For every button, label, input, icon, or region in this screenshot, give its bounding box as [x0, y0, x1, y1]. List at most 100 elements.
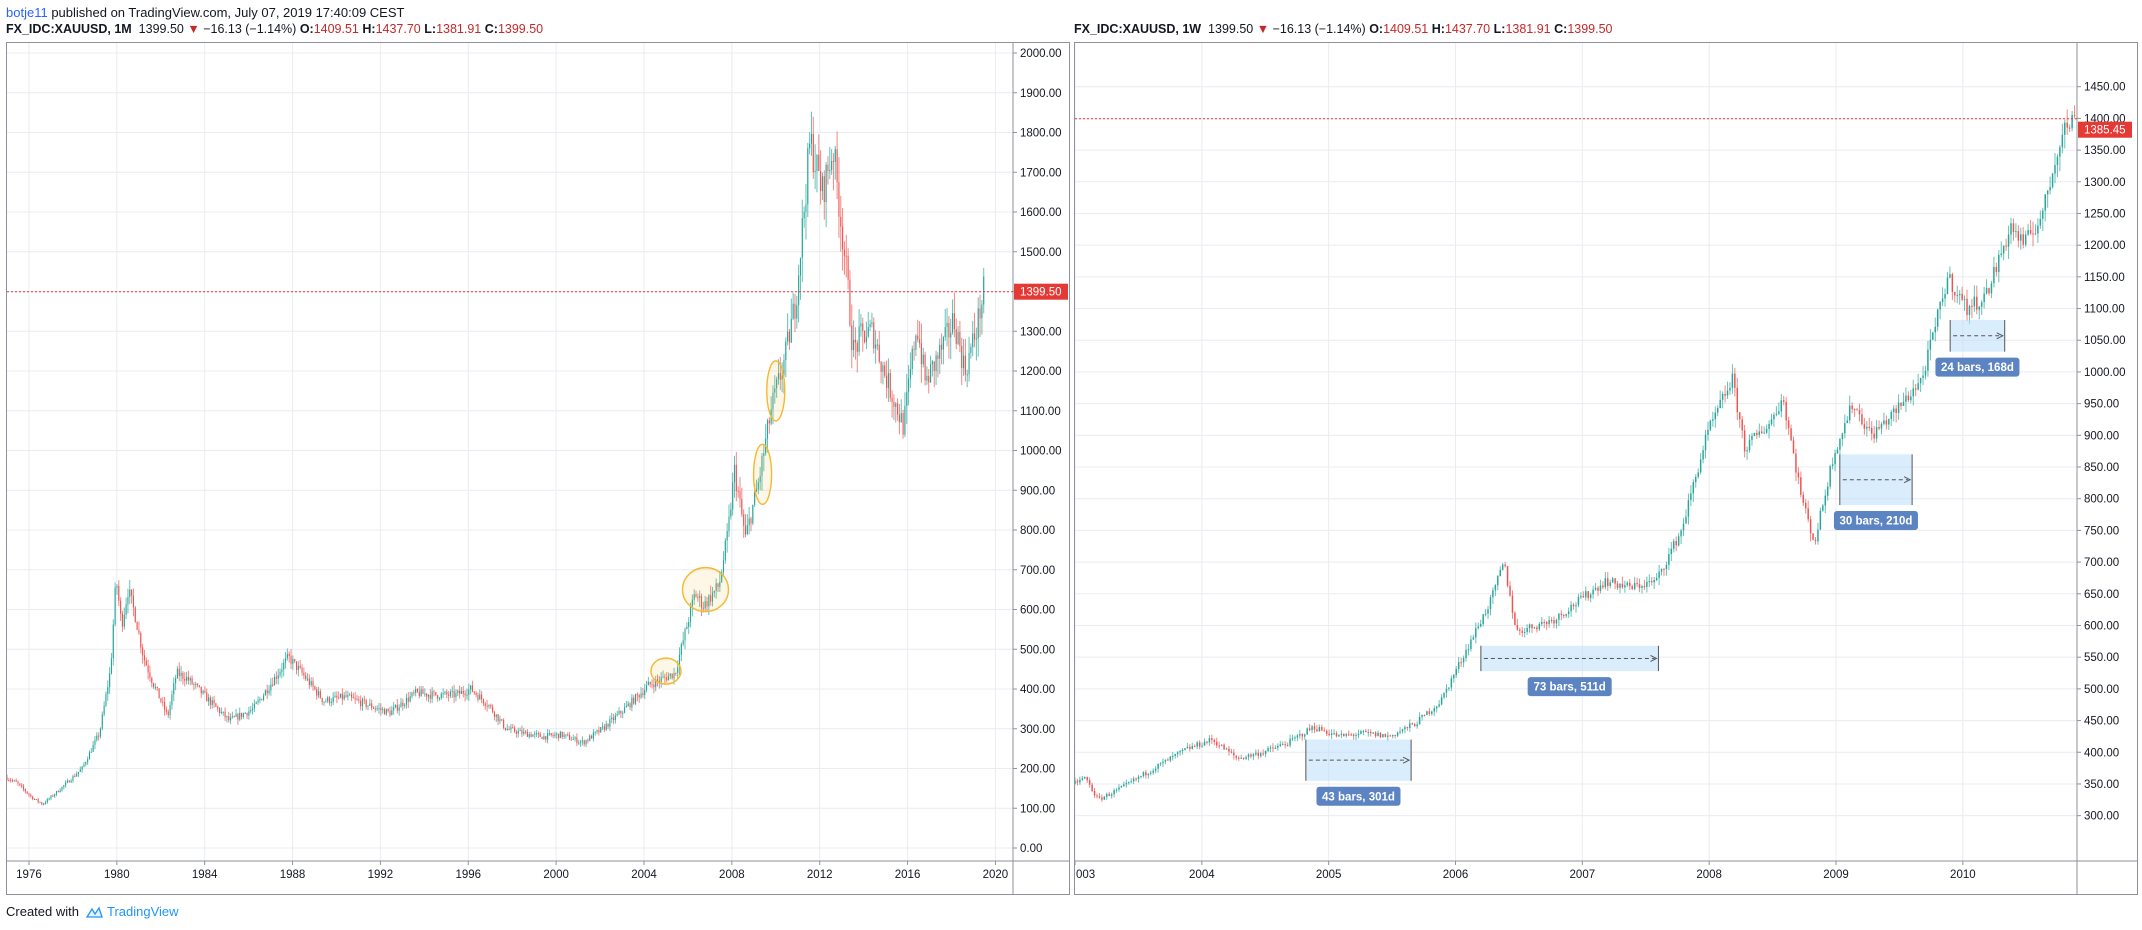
- candle: [1577, 593, 1580, 608]
- candle-body: [1533, 627, 1536, 629]
- candle: [330, 698, 332, 707]
- candle-body: [678, 654, 681, 668]
- x-tick-label: 1988: [280, 869, 306, 881]
- candle: [279, 668, 281, 678]
- candle-body: [1856, 409, 1858, 411]
- candle-body: [1377, 732, 1379, 737]
- candle: [314, 685, 316, 691]
- candle: [1213, 738, 1216, 746]
- candle-body: [746, 525, 748, 535]
- x-tick-label: 1992: [368, 869, 394, 881]
- candle: [818, 134, 820, 172]
- candle-body: [1550, 620, 1553, 622]
- measure-annotation: 24 bars, 168d: [1935, 319, 2020, 377]
- candle-body: [1541, 621, 1543, 624]
- candle: [851, 304, 853, 369]
- candle-body: [385, 709, 387, 715]
- candle-body: [838, 182, 840, 217]
- candle: [1345, 732, 1348, 738]
- candle: [26, 791, 28, 795]
- candle-body: [189, 678, 191, 681]
- candle-body: [1113, 790, 1115, 795]
- candle: [396, 699, 398, 714]
- candle: [829, 147, 831, 180]
- candle: [609, 715, 611, 732]
- candle: [1897, 394, 1900, 420]
- candle-body: [391, 710, 393, 716]
- candle-body: [44, 802, 47, 804]
- monthly-chart-panel[interactable]: 0.00 100.00 200.00 300.00 400.00 500.00 600.00…: [6, 42, 1070, 895]
- candle: [2027, 223, 2029, 236]
- candle: [567, 732, 569, 737]
- candle-body: [755, 489, 758, 492]
- monthly-chart[interactable]: 0.00100.00200.00300.00400.00500.00600.00…: [7, 43, 1069, 894]
- candle: [682, 631, 684, 647]
- candle: [1113, 788, 1115, 798]
- weekly-chart-panel[interactable]: 300.00 350.00 400.00 450.00 500.00 550.00 600.…: [1074, 42, 2138, 895]
- candle-body: [211, 700, 213, 705]
- candle-body: [876, 344, 878, 346]
- candle-body: [1800, 477, 1802, 495]
- candle-body: [57, 791, 59, 793]
- candle-body: [103, 705, 105, 715]
- candle-body: [2049, 187, 2051, 191]
- author-link[interactable]: botje11: [6, 5, 48, 20]
- candle-body: [2012, 223, 2015, 233]
- candle-body: [1653, 580, 1655, 583]
- tradingview-link[interactable]: TradingView: [106, 904, 179, 919]
- candle-body: [46, 799, 48, 803]
- candle: [440, 692, 442, 700]
- candle: [948, 316, 950, 359]
- candle: [724, 537, 726, 564]
- candle-body: [477, 694, 479, 700]
- candle-body: [710, 595, 712, 602]
- candle: [666, 672, 668, 683]
- candle: [341, 688, 343, 705]
- candle-body: [413, 692, 415, 694]
- candle-body: [508, 729, 510, 731]
- candle-body: [1245, 757, 1247, 759]
- candle: [801, 199, 803, 282]
- candle-body: [618, 711, 620, 715]
- y-tick-label: 650.00: [2084, 589, 2119, 601]
- candle-body: [396, 704, 398, 711]
- candle-body: [1739, 412, 1741, 420]
- candle: [1599, 579, 1602, 594]
- candle: [1611, 576, 1614, 584]
- candle: [1956, 285, 1958, 304]
- candle: [1589, 592, 1592, 603]
- candle: [902, 409, 904, 439]
- candle: [1536, 625, 1538, 633]
- candle-body: [1829, 466, 1831, 487]
- candle: [882, 361, 884, 385]
- y-axis: 300.00350.00400.00450.00500.00550.00600.…: [2077, 82, 2126, 823]
- candle: [790, 298, 792, 344]
- candle: [559, 730, 561, 739]
- candle-body: [112, 624, 114, 659]
- candle-body: [19, 783, 21, 785]
- candle-body: [449, 691, 452, 696]
- candle-body: [748, 518, 750, 526]
- candle-body: [1599, 585, 1602, 591]
- candle: [2046, 190, 2049, 208]
- measure-arrow-head: [1903, 476, 1912, 484]
- candle-body: [1775, 413, 1778, 415]
- candle: [699, 590, 701, 607]
- candle-body: [120, 600, 122, 614]
- candle: [460, 686, 463, 694]
- weekly-chart[interactable]: 300.00350.00400.00450.00500.00550.00600.…: [1075, 43, 2137, 894]
- candle: [228, 711, 230, 723]
- candle-body: [1132, 778, 1135, 782]
- candle: [565, 734, 567, 739]
- candle: [369, 698, 371, 707]
- candle: [942, 335, 944, 365]
- candle-body: [1409, 723, 1411, 729]
- candle: [382, 706, 384, 714]
- candle: [1101, 794, 1103, 803]
- candle: [281, 663, 283, 679]
- candle-body: [1230, 751, 1233, 753]
- candle: [404, 703, 406, 709]
- candle-body: [953, 313, 955, 330]
- candle-body: [532, 734, 534, 737]
- candle-body: [1460, 662, 1462, 664]
